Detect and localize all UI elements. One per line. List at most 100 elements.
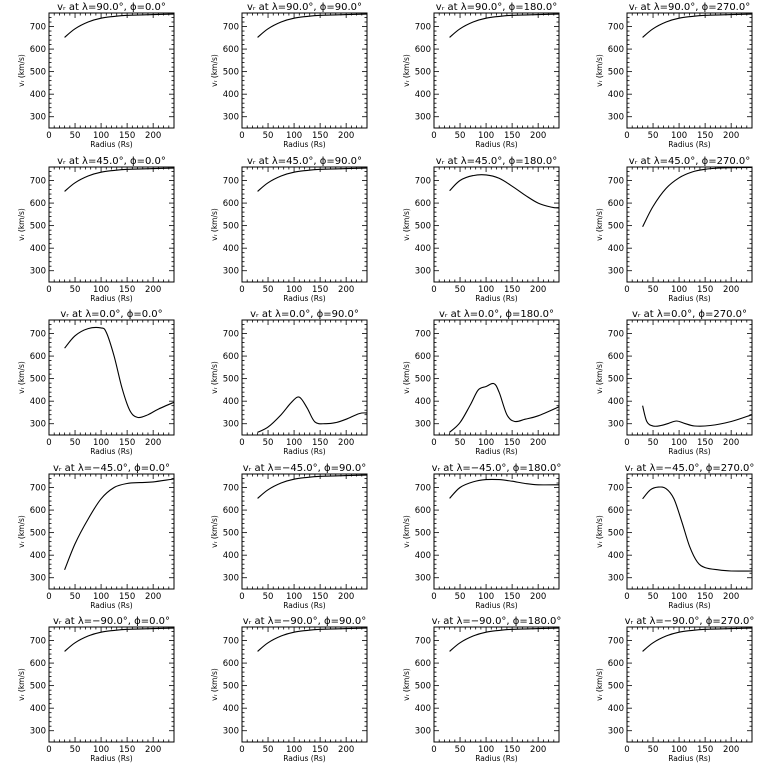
subplot-title: vᵣ at λ=90.0°, ϕ=180.0° [436,2,557,13]
y-tick-label: 500 [30,68,46,78]
y-axis-label: vᵣ (km/s) [595,54,604,87]
x-tick-label: 200 [145,131,161,141]
y-tick-label: 300 [30,727,46,737]
x-tick-label: 150 [119,285,135,295]
x-tick-label: 100 [671,438,687,448]
y-tick-label: 400 [415,90,431,100]
subplot-5: vᵣ at λ=45.0°, ϕ=0.0° 0 50 100 150 200 300 400 5… [17,156,175,303]
y-tick-label: 700 [223,330,239,340]
y-tick-label: 700 [30,484,46,494]
x-tick-label: 200 [530,745,546,755]
x-tick-label: 0 [46,285,51,295]
y-axis-label: vᵣ (km/s) [17,515,26,548]
y-tick-label: 500 [223,222,239,232]
x-tick-label: 200 [530,131,546,141]
x-tick-label: 150 [697,131,713,141]
subplot-16: vᵣ at λ=−45.0°, ϕ=270.0° 0 50 100 150 200 300 4… [595,463,754,610]
y-tick-label: 300 [223,420,239,430]
x-tick-label: 200 [145,438,161,448]
plot-frame [241,12,368,129]
subplot-3: vᵣ at λ=90.0°, ϕ=180.0° 0 50 100 150 200 300 40… [402,2,560,149]
y-tick-label: 500 [608,222,624,232]
y-tick-label: 700 [415,484,431,494]
x-tick-label: 150 [504,438,520,448]
y-tick-label: 300 [415,267,431,277]
y-tick-label: 400 [415,397,431,407]
y-tick-label: 400 [608,704,624,714]
x-tick-label: 100 [478,745,494,755]
y-tick-label: 500 [30,222,46,232]
x-tick-label: 100 [478,285,494,295]
x-tick-label: 100 [286,131,302,141]
x-tick-label: 0 [624,592,629,602]
x-axis-label: Radius (Rs) [90,294,133,303]
subplot-2: vᵣ at λ=90.0°, ϕ=90.0° 0 50 100 150 200 300 400… [210,2,368,149]
subplot-13: vᵣ at λ=−45.0°, ϕ=0.0° 0 50 100 150 200 300 400… [17,463,175,610]
subplot-8: vᵣ at λ=45.0°, ϕ=270.0° 0 50 100 150 200 300 40… [595,156,753,303]
subplot-title: vᵣ at λ=0.0°, ϕ=0.0° [60,309,162,320]
y-tick-label: 400 [608,244,624,254]
subplot-title: vᵣ at λ=−90.0°, ϕ=0.0° [53,616,170,627]
plot-frame [433,12,560,129]
y-tick-label: 300 [415,574,431,584]
y-tick-label: 300 [415,420,431,430]
x-axis-label: Radius (Rs) [475,294,518,303]
x-tick-label: 200 [530,592,546,602]
x-tick-label: 50 [70,438,81,448]
y-tick-label: 700 [30,23,46,33]
y-tick-label: 700 [30,177,46,187]
y-tick-label: 400 [30,397,46,407]
y-tick-label: 300 [415,113,431,123]
y-tick-label: 400 [608,397,624,407]
y-tick-label: 400 [415,244,431,254]
y-tick-label: 400 [608,90,624,100]
y-axis-label: vᵣ (km/s) [595,208,604,241]
x-tick-label: 150 [697,438,713,448]
x-tick-label: 0 [46,438,51,448]
subplot-11: vᵣ at λ=0.0°, ϕ=180.0° 0 50 100 150 200 300 400… [402,309,560,456]
y-tick-label: 600 [30,45,46,55]
y-tick-label: 700 [223,484,239,494]
y-tick-label: 500 [415,682,431,692]
x-tick-label: 50 [648,285,659,295]
x-tick-label: 0 [431,438,436,448]
x-tick-label: 150 [312,745,328,755]
series-line [642,627,753,652]
x-axis-label: Radius (Rs) [283,140,326,149]
x-tick-label: 100 [93,592,109,602]
x-tick-label: 0 [239,745,244,755]
x-tick-label: 150 [504,285,520,295]
y-tick-label: 300 [608,267,624,277]
y-tick-label: 400 [30,704,46,714]
x-tick-label: 50 [455,131,466,141]
x-tick-label: 150 [504,592,520,602]
y-tick-label: 400 [415,704,431,714]
y-tick-label: 600 [30,352,46,362]
subplot-10: vᵣ at λ=0.0°, ϕ=90.0° 0 50 100 150 200 300 400 5… [210,309,368,456]
x-tick-label: 50 [70,131,81,141]
y-tick-label: 500 [608,682,624,692]
x-tick-label: 100 [671,745,687,755]
y-tick-label: 700 [415,330,431,340]
subplot-title: vᵣ at λ=−45.0°, ϕ=180.0° [432,463,562,474]
y-tick-label: 400 [30,90,46,100]
x-tick-label: 50 [648,131,659,141]
subplot-4: vᵣ at λ=90.0°, ϕ=270.0° 0 50 100 150 200 300 40… [595,2,753,149]
x-tick-label: 100 [671,131,687,141]
x-tick-label: 100 [93,285,109,295]
y-axis-label: vᵣ (km/s) [595,515,604,548]
x-tick-label: 150 [504,745,520,755]
plot-frame [241,166,368,283]
x-tick-label: 200 [723,438,739,448]
x-tick-label: 50 [455,592,466,602]
y-tick-label: 600 [223,352,239,362]
subplot-7: vᵣ at λ=45.0°, ϕ=180.0° 0 50 100 150 200 300 40… [402,156,560,303]
x-tick-label: 150 [312,592,328,602]
x-tick-label: 50 [263,285,274,295]
x-tick-label: 0 [624,745,629,755]
y-tick-label: 300 [30,574,46,584]
x-axis-label: Radius (Rs) [668,601,711,610]
y-tick-label: 700 [223,177,239,187]
y-tick-label: 600 [608,199,624,209]
